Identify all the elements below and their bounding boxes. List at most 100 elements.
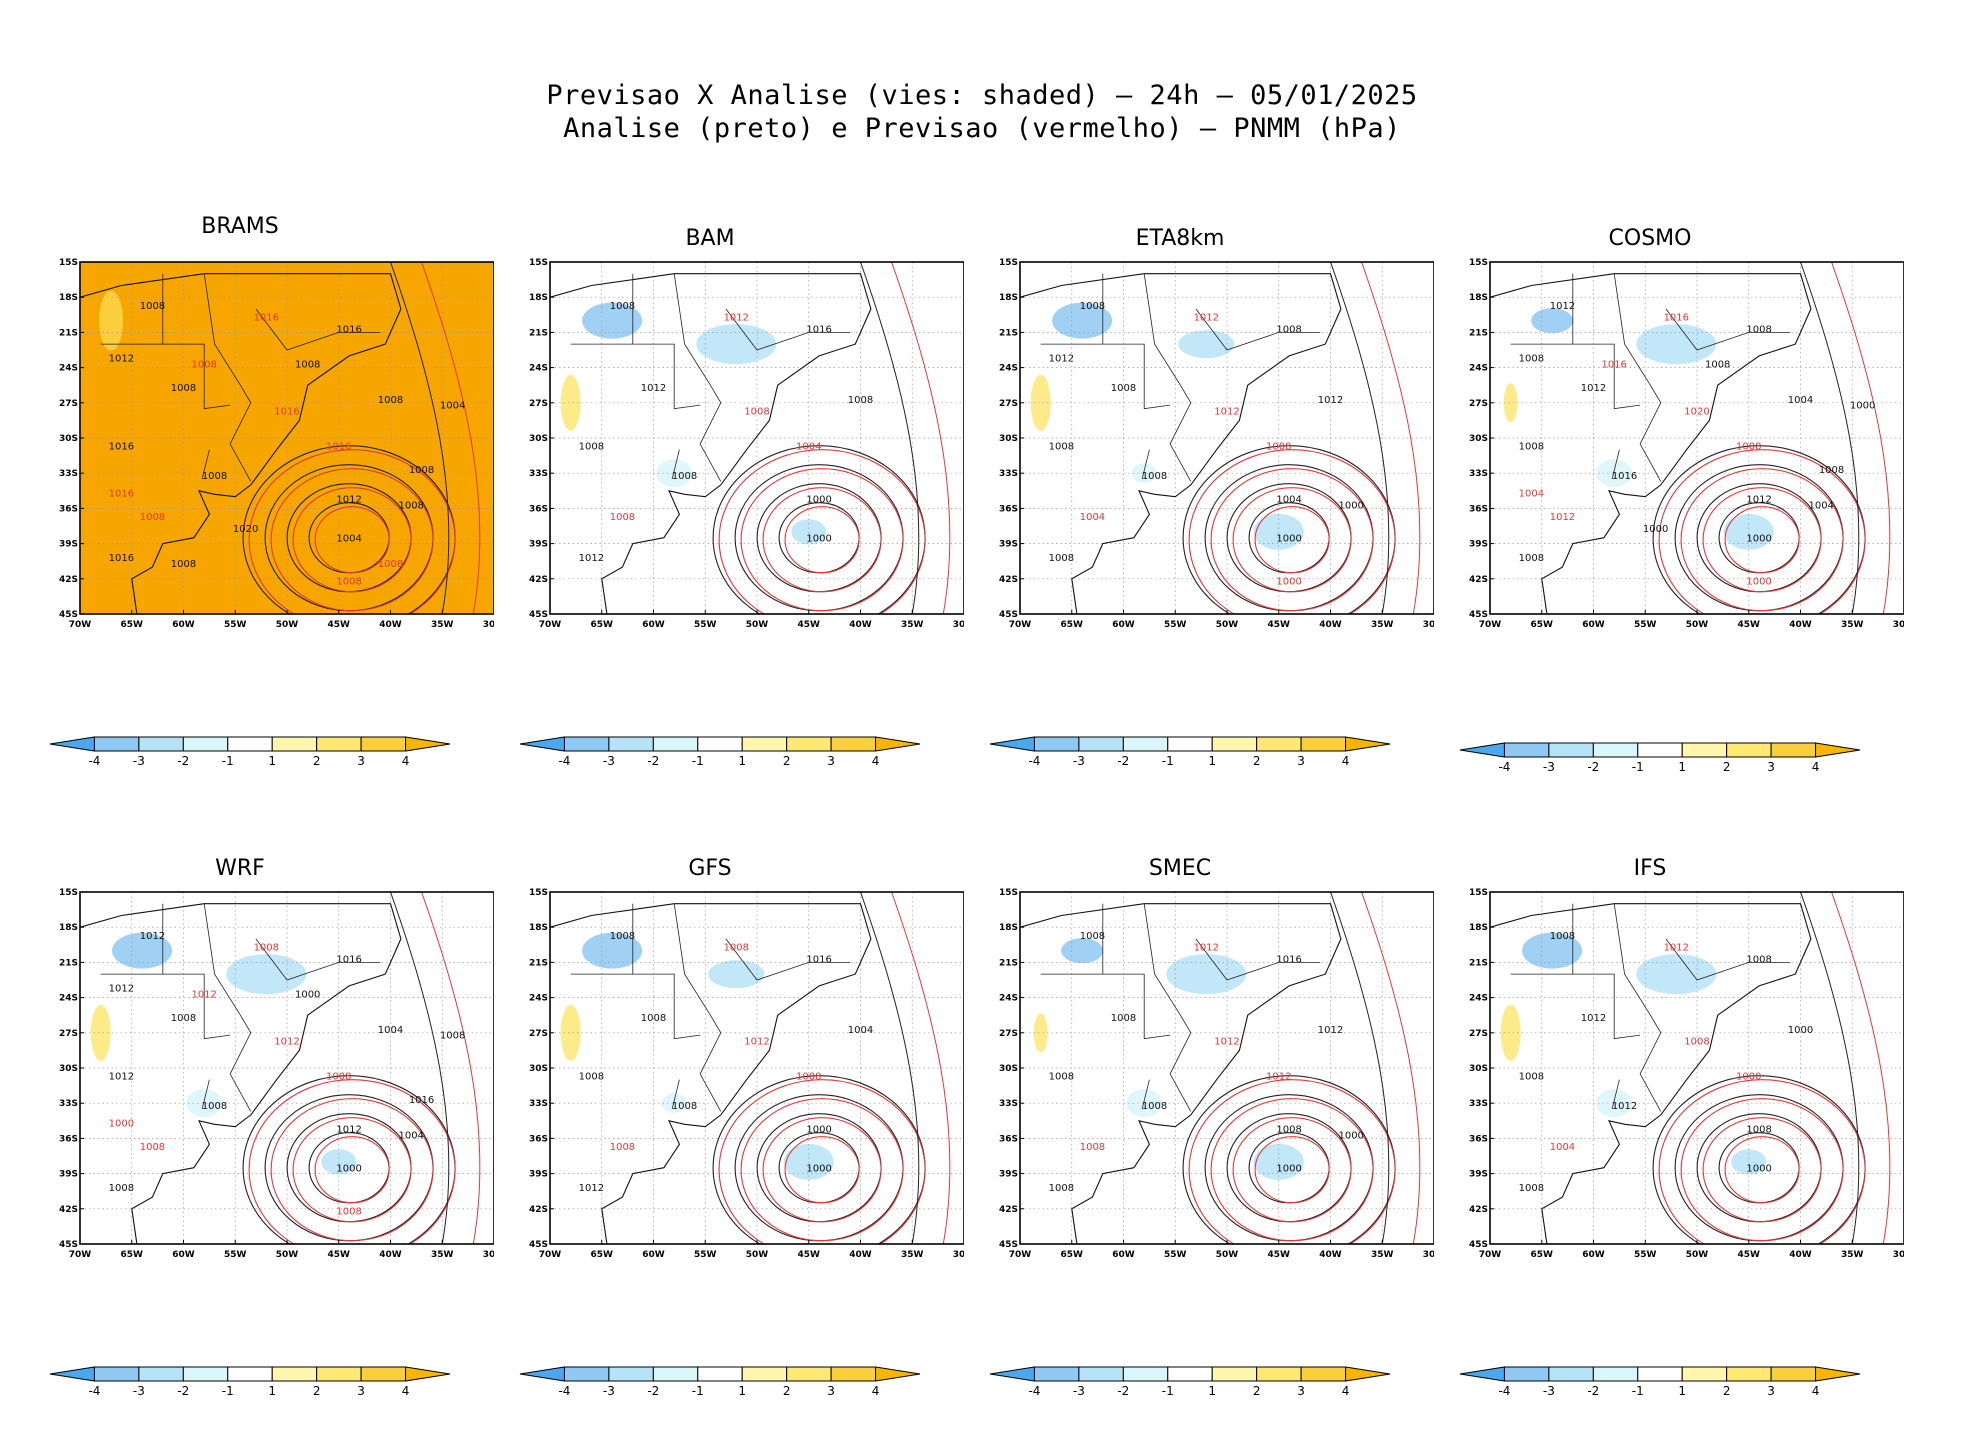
lat-tick-label: 42S: [999, 575, 1018, 585]
lat-tick-label: 36S: [1469, 504, 1488, 514]
colorbar: -4 -3 -2 -1 1 2 3 4: [519, 1366, 922, 1400]
contour-label: 1008: [109, 1183, 134, 1194]
map-field: 1008 1016 1016 1008 1016 1016 1008 1008 1016 1008…: [80, 262, 494, 614]
forecast-contour: [1831, 892, 1891, 1244]
colorbar: -4 -3 -2 -1 1 2 3 4: [519, 736, 922, 770]
lat-tick-label: 18S: [529, 293, 548, 303]
bias-region: [1636, 324, 1717, 365]
map-plot: 1008 1012 1008 1008 1012 1008 1008 1004 1008 1012…: [980, 258, 1434, 630]
figure-title-line2: Analise (preto) e Previsao (vermelho) — …: [563, 113, 1401, 144]
lat-tick-label: 27S: [59, 399, 78, 409]
contour-label: 1012: [1612, 1101, 1637, 1112]
lat-tick-label: 15S: [999, 258, 1018, 268]
forecast-contour: [1188, 1079, 1396, 1244]
colorbar-swatch: [271, 736, 318, 752]
contour-label: 1008: [610, 1142, 635, 1153]
colorbar-tick-label: 3: [1297, 1384, 1305, 1398]
colorbar-tick-label: -2: [1117, 754, 1129, 768]
contour-label: 1012: [579, 1183, 604, 1194]
lat-tick-label: 45S: [999, 1240, 1018, 1250]
lat-tick-label: 30S: [59, 1064, 78, 1074]
colorbar-tick-label: 3: [357, 1384, 365, 1398]
colorbar-tick-label: 3: [357, 754, 365, 768]
bias-region: [1061, 938, 1104, 964]
bias-region: [1253, 1143, 1304, 1180]
colorbar-swatch: [608, 1366, 654, 1382]
contour-label: 1008: [1819, 465, 1844, 476]
contour-label: 1004: [398, 1130, 423, 1141]
map-field: 1008 1012 1016 1012 1008 1008 1008 1008 1012 1008…: [550, 262, 964, 614]
contour-label: 1008: [378, 559, 403, 570]
colorbar-swatch: [652, 1366, 699, 1382]
colorbar-tick-label: 1: [268, 1384, 276, 1398]
lat-tick-label: 18S: [1469, 293, 1488, 303]
contour-label: 1012: [109, 1072, 134, 1083]
lon-tick-label: 35W: [1841, 620, 1864, 630]
lon-tick-label: 65W: [591, 620, 614, 630]
lat-tick-label: 21S: [999, 328, 1018, 338]
contour-label: 1008: [409, 465, 434, 476]
forecast-contour: [1210, 1098, 1374, 1242]
colorbar-tick-label: 2: [313, 754, 321, 768]
contour-label: 1016: [109, 553, 134, 564]
lat-tick-label: 42S: [999, 1205, 1018, 1215]
lon-tick-label: 45W: [798, 620, 821, 630]
bias-region: [783, 1143, 834, 1180]
contour-label: 1008: [1080, 931, 1105, 942]
contour-label: 1004: [1276, 495, 1301, 506]
lat-tick-label: 30S: [999, 1064, 1018, 1074]
contour-label: 1008: [398, 500, 423, 511]
forecast-contour: [1254, 506, 1330, 574]
colorbar-swatch: [786, 736, 832, 752]
contour-label: 1016: [109, 489, 134, 500]
colorbar-swatch: [1548, 742, 1594, 758]
contour-label: 1008: [140, 301, 165, 312]
colorbar-swatch: [1211, 1366, 1258, 1382]
lon-tick-label: 45W: [1268, 1250, 1291, 1260]
bias-region: [1531, 308, 1574, 334]
lon-tick-label: 40W: [1789, 620, 1812, 630]
colorbar-swatch: [1459, 1366, 1505, 1382]
low-center-label: 1000: [336, 1164, 361, 1175]
colorbar-swatch: [1122, 1366, 1169, 1382]
colorbar-swatch: [741, 1366, 788, 1382]
map-plot: 1012 1016 1008 1012 1020 1008 1016 1012 1008 1004…: [1450, 258, 1904, 630]
lat-tick-label: 36S: [529, 504, 548, 514]
colorbar-tick-label: 4: [1812, 1384, 1820, 1398]
lat-tick-label: 15S: [1469, 258, 1488, 268]
lat-tick-label: 18S: [59, 293, 78, 303]
lon-tick-label: 60W: [172, 1250, 195, 1260]
contour-label: 1008: [295, 360, 320, 371]
forecast-contour: [248, 449, 456, 614]
bias-region: [560, 1004, 581, 1061]
colorbar-swatch: [138, 1366, 184, 1382]
contour-label: 1008: [1142, 471, 1167, 482]
contour-label: 1012: [1664, 943, 1689, 954]
lat-tick-label: 45S: [529, 1240, 548, 1250]
lon-tick-label: 30W: [1893, 620, 1904, 630]
contour-label: 1004: [1808, 500, 1833, 511]
bias-region: [1166, 954, 1247, 995]
contour-label: 1012: [1266, 1072, 1291, 1083]
lon-tick-label: 70W: [1479, 620, 1502, 630]
contour-label: 1012: [1049, 354, 1074, 365]
lat-tick-label: 18S: [1469, 923, 1488, 933]
lon-tick-label: 50W: [276, 1250, 299, 1260]
state-border: [1102, 273, 1171, 410]
forecast-contour: [270, 468, 434, 612]
contour-label: 1004: [1080, 512, 1105, 523]
contour-label: 1008: [171, 1013, 196, 1024]
colorbar-tick-label: -3: [603, 754, 615, 768]
panel-gfs: GFS 1008 1008 1016 1008 1012 1008 1008 1008 1012 1…: [470, 846, 964, 1260]
colorbar-tick-label: 2: [313, 1384, 321, 1398]
colorbar-swatch: [93, 1366, 140, 1382]
lon-tick-label: 40W: [849, 620, 872, 630]
low-center-label: 1000: [1746, 534, 1771, 545]
colorbar: -4 -3 -2 -1 1 2 3 4: [1459, 742, 1862, 776]
lon-tick-label: 50W: [746, 620, 769, 630]
colorbar-swatch: [875, 736, 921, 752]
contour-label: 1016: [109, 442, 134, 453]
lat-tick-label: 15S: [1469, 888, 1488, 898]
contour-label: 1012: [140, 931, 165, 942]
colorbar-tick-label: 4: [872, 1384, 880, 1398]
